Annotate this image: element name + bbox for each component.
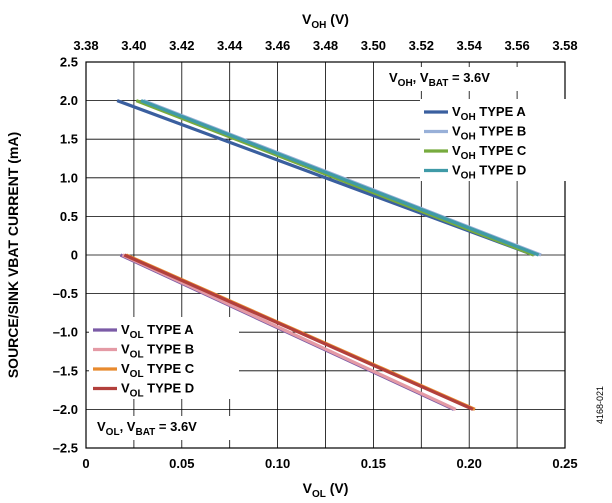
text-part: OH [461,112,476,123]
series-line-vol-1 [121,253,457,411]
series-line-vol-3 [123,253,474,411]
x-top-tick-label: 3.54 [457,38,483,53]
text-part: OL [106,427,120,438]
y-tick-label: 2.5 [60,55,78,70]
text-part: V [121,361,130,376]
y-tick-label: 1.0 [60,170,78,185]
x-top-tick-label: 3.58 [552,38,577,53]
text-part: OL [130,389,144,400]
text-part: BAT [135,427,155,438]
series-layer [116,99,542,411]
text-part: TYPE D [476,163,527,178]
x-top-tick-label: 3.50 [361,38,386,53]
text-part: TYPE A [144,322,195,337]
text-part: BAT [429,78,449,89]
text-part: V [303,480,313,496]
x-top-tick-label: 3.40 [121,38,146,53]
text-part: V [452,163,461,178]
text-part: V [389,70,398,85]
voh-legend-label: VOH TYPE D [452,163,526,182]
x-bottom-axis-title: VOL (V) [303,480,349,500]
series-line-voh-3 [140,99,540,257]
text-part: (V) [326,11,349,27]
y-tick-label: –2.5 [53,441,78,456]
text-part: V [121,381,130,396]
ticks-layer: 2.5 2.0 1.5 1.0 0.5 0 –0.5 –1.0 –1.5 –2.0 –2.5 3.38… [53,38,578,471]
vol-legend-label: VOL TYPE A [121,322,194,341]
text-part: TYPE D [144,381,195,396]
text-part: OH [311,20,326,31]
voh-group-label-bg [385,67,557,91]
x-bottom-tick-label: 0.10 [265,456,290,471]
series-line-voh-2 [135,99,535,257]
y-tick-label: –1.0 [53,325,78,340]
x-top-tick-label: 3.46 [265,38,290,53]
text-part: , V [413,70,429,85]
text-part: OH [461,132,476,143]
vol-group-label: VOL, VBAT = 3.6V [97,419,197,438]
text-part: TYPE C [144,361,195,376]
text-part: (V) [326,480,349,496]
vol-legend-label: VOL TYPE C [121,361,195,380]
labels-layer: VOH (V)VOL (V)SOURCE/SINK VBAT CURRENT (… [5,11,605,500]
text-part: TYPE B [476,124,527,139]
text-part: OL [130,369,144,380]
voh-group-label: VOH, VBAT = 3.6V [389,70,490,89]
text-part: OH [461,171,476,182]
text-part: TYPE A [476,104,527,119]
text-part: V [302,11,312,27]
x-top-tick-label: 3.42 [169,38,194,53]
text-part: OH [461,151,476,162]
x-bottom-tick-label: 0.15 [361,456,386,471]
x-bottom-tick-label: 0.25 [552,456,577,471]
y-tick-label: 2.0 [60,93,78,108]
voh-legend-label: VOH TYPE A [452,104,526,123]
x-top-axis-title: VOH (V) [302,11,349,31]
text-part: V [97,419,106,434]
x-bottom-tick-label: 0.20 [457,456,482,471]
text-part: = 3.6V [155,419,197,434]
y-tick-label: 1.5 [60,132,78,147]
text-part: TYPE C [476,143,527,158]
x-top-tick-label: 3.52 [409,38,434,53]
text-part: OL [130,350,144,361]
voh-legend-label: VOH TYPE B [452,124,526,143]
y-tick-label: 0 [71,248,78,263]
y-tick-label: –0.5 [53,286,78,301]
vol-group-label-bg [93,416,265,440]
x-top-tick-label: 3.56 [504,38,529,53]
y-axis-title: SOURCE/SINK VBAT CURRENT (mA) [5,132,21,378]
voh-legend-label: VOH TYPE C [452,143,527,162]
text-part: V [121,322,130,337]
y-tick-label: –2.0 [53,402,78,417]
text-part: OH [398,78,413,89]
text-part: V [452,143,461,158]
y-tick-label: 0.5 [60,209,78,224]
x-top-tick-label: 3.48 [313,38,338,53]
text-part: OL [130,330,144,341]
x-top-tick-label: 3.38 [73,38,98,53]
plot-frame [85,61,566,449]
x-top-tick-label: 3.44 [217,38,243,53]
y-tick-label: –1.5 [53,363,78,378]
x-bottom-tick-label: 0.05 [169,456,194,471]
text-part: = 3.6V [448,70,490,85]
text-part: , V [120,419,136,434]
text-part: V [121,342,130,357]
x-bottom-tick-label: 0 [82,456,89,471]
text-part: V [452,104,461,119]
text-part: V [452,124,461,139]
vol-legend-label: VOL TYPE D [121,381,194,400]
vol-legend-label: VOL TYPE B [121,342,194,361]
figure-id: 4168-021 [595,386,605,424]
text-part: TYPE B [144,342,195,357]
text-part: OL [312,489,326,500]
